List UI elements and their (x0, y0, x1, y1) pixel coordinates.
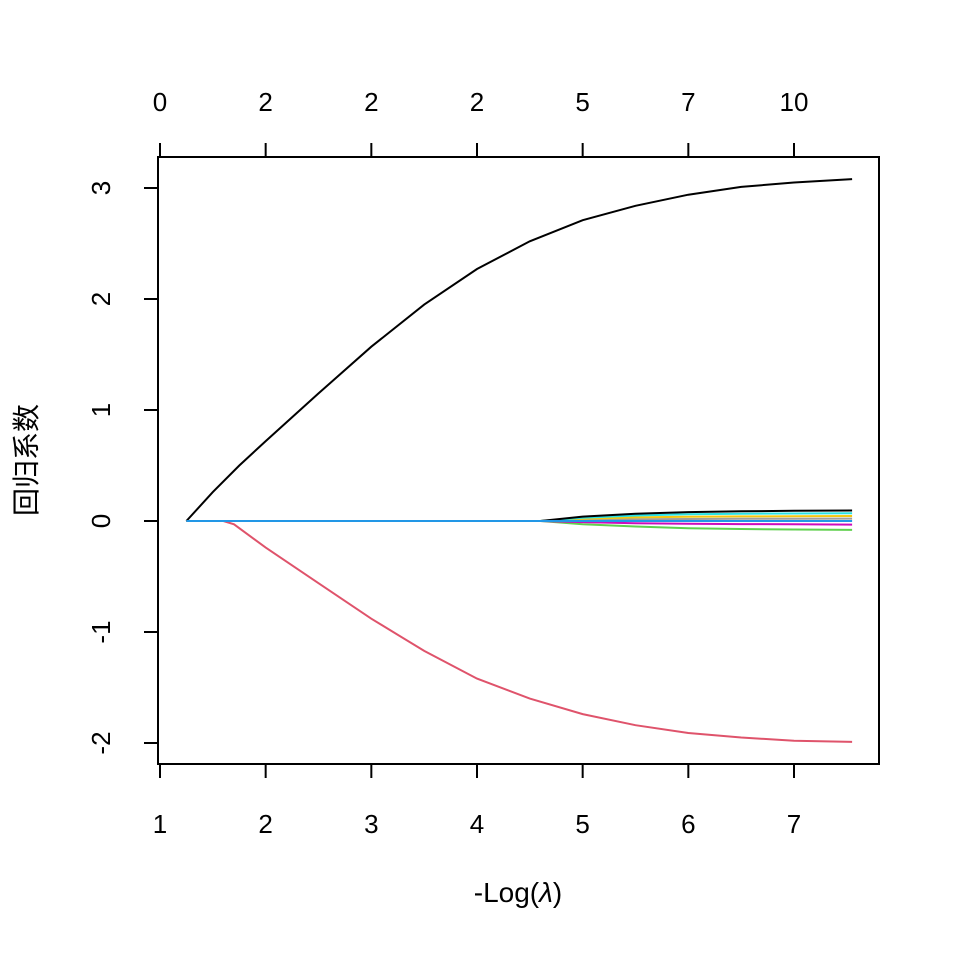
x-axis-label-prefix: -Log( (474, 877, 540, 908)
x-axis-label-lambda: λ (537, 877, 553, 908)
x-tick-label: 2 (258, 809, 272, 839)
top-tick-label: 2 (258, 87, 272, 117)
x-tick-label: 7 (787, 809, 801, 839)
series-line-3 (186, 520, 853, 531)
top-tick-label: 10 (780, 87, 809, 117)
y-axis-label: 回归系数 (11, 404, 42, 516)
x-axis-top: 0 2 2 2 5 7 10 (153, 87, 809, 158)
x-tick-label: 4 (470, 809, 484, 839)
y-tick-label: 2 (86, 292, 116, 306)
top-tick-label: 2 (470, 87, 484, 117)
top-tick-label: 5 (575, 87, 589, 117)
x-axis-label: -Log(λ) (474, 877, 562, 908)
series-layer (185, 178, 853, 743)
series-line-2 (186, 520, 853, 743)
x-axis-bottom: 1 2 3 4 5 6 7 (153, 763, 801, 839)
y-axis-left: -2 -1 0 1 2 3 (86, 181, 159, 755)
top-tick-label: 0 (153, 87, 167, 117)
top-tick-label: 2 (364, 87, 378, 117)
y-tick-label: -1 (86, 620, 116, 643)
y-tick-label: -2 (86, 731, 116, 754)
y-tick-label: 3 (86, 181, 116, 195)
series-line-1 (185, 178, 853, 522)
x-tick-label: 1 (153, 809, 167, 839)
x-tick-label: 3 (364, 809, 378, 839)
top-tick-label: 7 (681, 87, 695, 117)
x-tick-label: 5 (575, 809, 589, 839)
x-tick-label: 6 (681, 809, 695, 839)
x-axis-label-suffix: ) (553, 877, 562, 908)
y-tick-label: 1 (86, 403, 116, 417)
y-tick-label: 0 (86, 514, 116, 528)
